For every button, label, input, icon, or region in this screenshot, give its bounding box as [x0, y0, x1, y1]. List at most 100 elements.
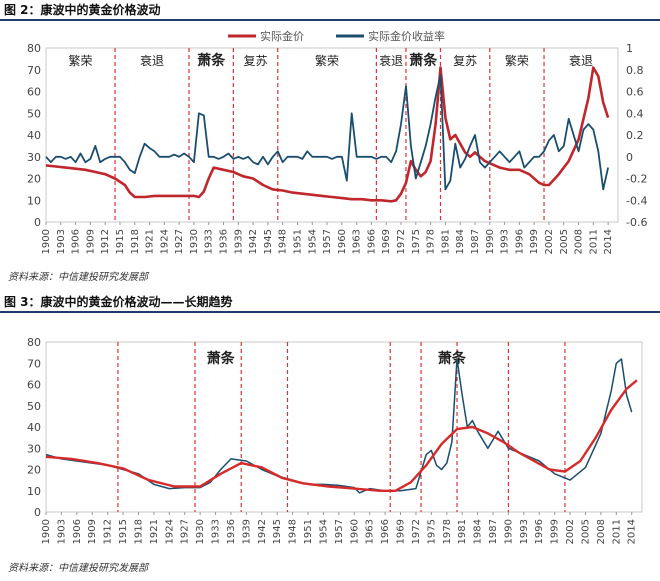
phase-label: 萧条 [197, 52, 226, 69]
y2-tick-label: 0 [626, 151, 633, 164]
legend-label: 实际金价收益率 [368, 29, 445, 43]
x-tick-label: 1942 [257, 519, 268, 544]
y-tick-label: 0 [34, 506, 41, 519]
y2-tick-label: -0.6 [626, 216, 647, 229]
x-tick-label: 1900 [41, 519, 52, 544]
x-tick-label: 1978 [442, 519, 453, 544]
x-tick-label: 1933 [211, 519, 222, 544]
x-tick-label: 1909 [85, 229, 96, 254]
y-tick-label: 80 [27, 42, 41, 55]
x-tick-label: 1918 [133, 519, 144, 544]
figure3-chart: 0 10 20 30 40 50 60 70 80 1900 1903 1906 1909 1912 191… [27, 336, 643, 544]
x-tick-label: 1996 [514, 229, 525, 254]
x-tick-label: 1981 [440, 229, 451, 254]
x-tick-label: 1966 [366, 229, 377, 254]
x-tick-label: 2011 [611, 519, 622, 544]
x-tick-label: 1915 [118, 519, 129, 544]
y-tick-label: 50 [27, 107, 41, 120]
x-tick-label: 1930 [189, 229, 200, 254]
x-tick-label: 1924 [159, 229, 170, 254]
x-tick-label: 1990 [503, 519, 514, 544]
series-line-2 [45, 379, 638, 493]
y-tick-label: 60 [27, 379, 41, 392]
x-tick-label: 1978 [426, 229, 437, 254]
x-tick-label: 1918 [130, 229, 141, 254]
x-tick-label: 1930 [195, 519, 206, 544]
x-tick-label: 1963 [365, 519, 376, 544]
figure2-title: 图 2：康波中的黄金价格波动 [4, 3, 161, 17]
figure2-title-rule [0, 19, 660, 21]
plot-frame [45, 47, 619, 223]
x-tick-label: 1948 [278, 229, 289, 254]
series-line-2 [45, 74, 609, 191]
phase-label: 萧条 [438, 350, 467, 367]
x-tick-label: 1969 [381, 229, 392, 254]
x-tick-label: 1903 [56, 229, 67, 254]
y-tick-label: 50 [27, 400, 41, 413]
x-tick-label: 1936 [226, 519, 237, 544]
x-tick-label: 1975 [426, 519, 437, 544]
x-tick-label: 1951 [303, 519, 314, 544]
x-tick-label: 1975 [411, 229, 422, 254]
x-tick-label: 2002 [544, 229, 555, 254]
x-tick-label: 1915 [115, 229, 126, 254]
x-tick-label: 1903 [56, 519, 67, 544]
y-tick-label: 40 [27, 129, 41, 142]
y-tick-label: 70 [27, 64, 41, 77]
x-tick-label: 2014 [627, 519, 638, 544]
x-tick-label: 1999 [529, 229, 540, 254]
x-tick-label: 2014 [603, 229, 614, 254]
x-tick-label: 1960 [337, 229, 348, 254]
y2-tick-label: -0.2 [626, 173, 647, 186]
x-tick-label: 1990 [485, 229, 496, 254]
x-tick-label: 1951 [292, 229, 303, 254]
x-tick-label: 1957 [322, 229, 333, 254]
legend-label: 实际金价 [260, 29, 304, 43]
x-tick-label: 1942 [248, 229, 259, 254]
x-tick-label: 2002 [565, 519, 576, 544]
x-tick-label: 2008 [596, 519, 607, 544]
y-tick-label: 10 [27, 194, 41, 207]
phase-label: 萧条 [409, 52, 438, 69]
x-tick-label: 1933 [204, 229, 215, 254]
x-tick-label: 1906 [72, 519, 83, 544]
y-tick-label: 0 [34, 216, 41, 229]
phase-label: 复苏 [453, 54, 477, 68]
figure2-chart: 0 10 20 30 40 50 60 70 80 -0.6 -0.4 -0.2 0 0.2 0.4 0.6 0… [27, 29, 647, 254]
phase-label: 衰退 [140, 53, 164, 68]
x-tick-label: 1972 [411, 519, 422, 544]
series-line-1 [45, 66, 610, 203]
y-tick-label: 80 [27, 336, 41, 349]
x-tick-label: 1957 [334, 519, 345, 544]
x-tick-label: 1999 [550, 519, 561, 544]
phase-label: 繁荣 [69, 53, 93, 68]
x-tick-label: 1906 [71, 229, 82, 254]
phase-label: 繁荣 [315, 53, 339, 68]
phase-label: 衰退 [379, 53, 403, 68]
x-tick-label: 1945 [272, 519, 283, 544]
x-tick-label: 1960 [349, 519, 360, 544]
y-tick-label: 40 [27, 421, 41, 434]
x-tick-label: 1912 [100, 229, 111, 254]
figure3-source: 资料来源：中信建投研究发展部 [8, 563, 148, 574]
y-tick-label: 20 [27, 173, 41, 186]
x-tick-label: 1939 [241, 519, 252, 544]
x-tick-label: 2008 [574, 229, 585, 254]
x-tick-label: 2005 [559, 229, 570, 254]
x-tick-label: 1945 [263, 229, 274, 254]
x-tick-label: 1984 [473, 519, 484, 544]
x-tick-label: 1963 [352, 229, 363, 254]
y2-tick-label: 0.6 [626, 86, 644, 99]
y-tick-label: 30 [27, 442, 41, 455]
x-tick-label: 1927 [174, 229, 185, 254]
phase-label: 萧条 [207, 350, 236, 367]
x-tick-label: 1948 [288, 519, 299, 544]
y-tick-label: 60 [27, 86, 41, 99]
x-tick-label: 1909 [87, 519, 98, 544]
x-tick-label: 2005 [580, 519, 591, 544]
y-tick-label: 10 [27, 485, 41, 498]
x-tick-label: 1936 [219, 229, 230, 254]
x-tick-label: 1996 [534, 519, 545, 544]
x-tick-label: 1966 [380, 519, 391, 544]
phase-label: 繁荣 [505, 53, 529, 68]
